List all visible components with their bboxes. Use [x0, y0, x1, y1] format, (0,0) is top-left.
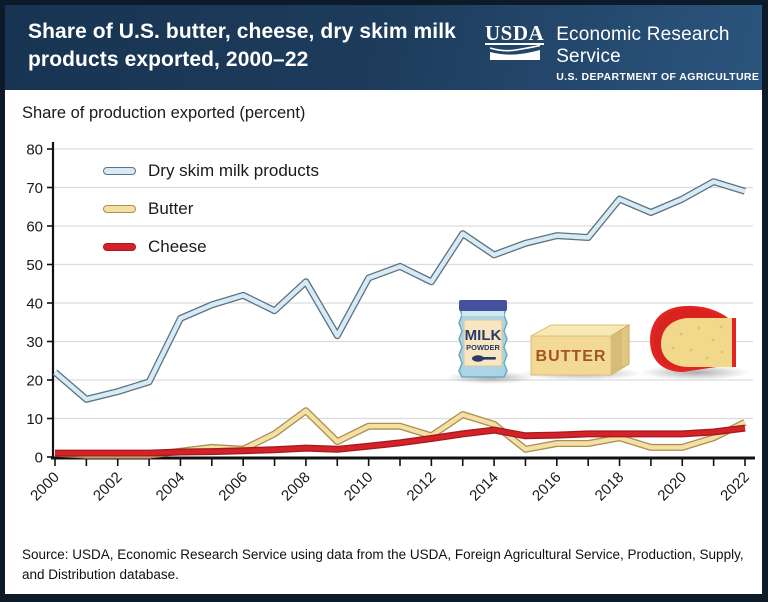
legend-label-butter: Butter	[148, 198, 194, 218]
svg-text:2014: 2014	[466, 469, 502, 505]
svg-text:2004: 2004	[153, 469, 189, 505]
cheese-rind-edge	[732, 318, 736, 367]
butter-icon: BUTTER	[530, 324, 631, 376]
svg-text:2010: 2010	[341, 469, 377, 505]
milk-powder-label-line2: POWDER	[466, 343, 500, 352]
chart-title: Share of U.S. butter, cheese, dry skim m…	[28, 20, 456, 71]
butter-label: BUTTER	[536, 348, 607, 365]
legend-item-cheese: Cheese	[103, 235, 319, 258]
source-note: Source: USDA, Economic Research Service …	[22, 547, 744, 582]
milk-label	[463, 319, 503, 367]
milk-powder-icon: MILK POWDER	[458, 300, 508, 378]
svg-text:2012: 2012	[404, 469, 440, 505]
usda-swoosh-icon	[489, 45, 540, 60]
chart-legend: Dry skim milk products Butter Cheese	[103, 159, 319, 273]
y-axis-title: Share of production exported (percent)	[22, 104, 306, 122]
header-banner: Share of U.S. butter, cheese, dry skim m…	[5, 5, 762, 90]
legend-swatch-butter-icon	[103, 204, 136, 213]
legend-item-butter: Butter	[103, 197, 319, 220]
butter-fold-crease	[611, 330, 622, 375]
svg-text:2018: 2018	[592, 469, 628, 505]
butter-front-face	[530, 335, 612, 376]
svg-text:2022: 2022	[717, 469, 753, 505]
svg-text:30: 30	[26, 334, 43, 351]
svg-text:40: 40	[26, 296, 43, 313]
svg-text:80: 80	[26, 142, 43, 159]
legend-label-dry-skim: Dry skim milk products	[148, 160, 319, 180]
svg-text:10: 10	[26, 411, 43, 428]
infographic-body: Share of U.S. butter, cheese, dry skim m…	[5, 5, 762, 594]
milk-pouch-cap	[459, 300, 507, 311]
spoon-icon	[472, 355, 496, 362]
milk-powder-label-line1: MILK	[465, 327, 502, 344]
cheese-face	[661, 318, 732, 367]
svg-text:2008: 2008	[278, 469, 314, 505]
dept-name: U.S. DEPARTMENT OF AGRICULTURE	[556, 71, 760, 83]
svg-text:2020: 2020	[654, 469, 690, 505]
cheese-icon	[650, 305, 736, 372]
svg-text:70: 70	[26, 180, 43, 197]
svg-text:0: 0	[35, 450, 43, 467]
svg-text:2000: 2000	[27, 469, 63, 505]
svg-text:2006: 2006	[215, 469, 251, 505]
usda-logo: USDA Economic Research Service U.S. DEPA…	[485, 23, 762, 83]
milk-pouch-crinkle	[462, 311, 504, 316]
usda-wordmark: USDA	[485, 21, 545, 45]
svg-text:20: 20	[26, 373, 43, 390]
cheese-texture	[671, 325, 724, 360]
svg-text:60: 60	[26, 219, 43, 236]
svg-text:2016: 2016	[529, 469, 565, 505]
svg-text:50: 50	[26, 257, 43, 274]
legend-swatch-dry-skim-icon	[103, 166, 136, 175]
line-chart: 0 10 20 30 40 50 60 70 80 2000 2002 2004 2006 2008 201…	[26, 142, 755, 505]
legend-label-cheese: Cheese	[148, 236, 207, 256]
legend-item-dry-skim: Dry skim milk products	[103, 159, 319, 182]
agency-name: Economic Research Service	[556, 24, 730, 67]
svg-text:2002: 2002	[90, 469, 126, 505]
legend-swatch-cheese-icon	[103, 242, 136, 251]
